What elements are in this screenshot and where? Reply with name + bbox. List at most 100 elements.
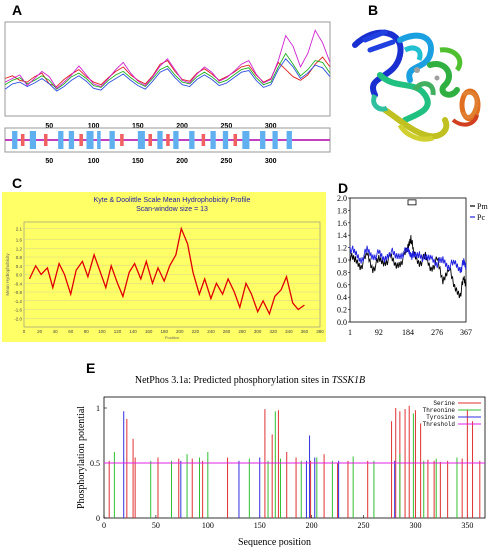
helix-segment [29, 131, 36, 149]
x-tick-label: 0 [23, 329, 26, 334]
series-line-2 [4, 58, 331, 92]
helix-segment [242, 131, 250, 149]
y-tick-label: 2.0 [337, 194, 347, 203]
chart-title: Kyte & Doolittle Scale Mean Hydrophobici… [94, 197, 251, 204]
strand-segment [166, 134, 170, 146]
y-tick-label: 1.2 [16, 246, 23, 251]
y-tick-label: 1.2 [337, 244, 347, 253]
plot-background [2, 192, 326, 342]
y-tick-label: 1.4 [337, 231, 347, 240]
track-tick-label: 200 [176, 158, 188, 165]
legend-label-pm: Pm [477, 202, 488, 211]
x-tick-label: 100 [202, 521, 214, 530]
y-tick-label: 0.5 [90, 459, 100, 468]
x-axis-label: Sequence position [238, 537, 311, 547]
x-tick-label: 50 [45, 123, 53, 130]
panel-label-c: C [12, 175, 23, 191]
x-tick-label: 276 [431, 328, 443, 337]
y-tick-label: 1.6 [337, 219, 347, 228]
y-tick-label: 1.0 [337, 256, 347, 265]
x-tick-label: 200 [306, 521, 318, 530]
x-tick-label: 250 [358, 521, 370, 530]
x-tick-label: 300 [409, 521, 421, 530]
x-tick-label: 380 [316, 329, 324, 334]
legend-label-threshold: Threshold [423, 421, 456, 428]
x-tick-label: 160 [145, 329, 153, 334]
y-tick-label: -0.4 [14, 281, 22, 286]
series-line-3 [4, 29, 331, 89]
x-tick-label: 120 [114, 329, 122, 334]
y-tick-label: 1.6 [16, 238, 23, 243]
helix-segment [12, 131, 18, 149]
x-tick-label: 350 [461, 521, 473, 530]
panel-label-d: D [338, 180, 349, 196]
hydrophobicity-line [28, 226, 305, 316]
y-tick-label: 0.4 [16, 264, 23, 269]
x-tick-label: 150 [132, 123, 144, 130]
y-tick-label: 0 [96, 514, 100, 523]
track-tick-label: 100 [88, 158, 100, 165]
panel-label-e: E [86, 360, 96, 376]
x-tick-label: 180 [160, 329, 168, 334]
helix-segment [97, 131, 101, 149]
x-tick-label: 240 [207, 329, 215, 334]
series-line-1 [4, 52, 331, 90]
x-tick-label: 1 [348, 328, 352, 337]
protein-ribbon [352, 29, 481, 142]
y-tick-label: -0.8 [14, 290, 22, 295]
y-tick-label: 0.8 [16, 255, 23, 260]
helix-segment [58, 131, 64, 149]
x-tick-label: 300 [254, 329, 262, 334]
y-tick-label: 0.8 [337, 268, 347, 277]
x-tick-label: 40 [53, 329, 59, 334]
x-tick-label: 360 [301, 329, 309, 334]
helix-segment [137, 131, 145, 149]
region-marker-box [407, 199, 417, 206]
y-axis-label: Phosphorylation potential [76, 406, 87, 509]
x-tick-label: 80 [84, 329, 90, 334]
x-tick-label: 260 [223, 329, 231, 334]
panel-c-hydrophobicity-profile: Kyte & Doolittle Scale Mean Hydrophobici… [2, 192, 326, 342]
x-tick-label: 200 [176, 329, 184, 334]
plot-frame [349, 197, 467, 323]
track-tick-label: 300 [265, 158, 277, 165]
panel-label-b: B [368, 2, 379, 18]
track-tick-label: 50 [45, 158, 53, 165]
y-tick-label: -2.0 [14, 316, 22, 321]
chart-title: NetPhos 3.1a: Predicted phosphorylation … [135, 375, 365, 386]
series-line-pm [349, 235, 467, 299]
y-tick-label: 2.1 [16, 227, 23, 232]
helix-segment [173, 131, 179, 149]
strand-segment [148, 134, 153, 146]
track-tick-label: 250 [221, 158, 233, 165]
y-tick-label: 0.4 [337, 293, 347, 302]
helix-segment [86, 131, 94, 149]
x-tick-label: 367 [460, 328, 472, 337]
strand-segment [233, 134, 238, 146]
x-tick-label: 50 [152, 521, 160, 530]
helix-segment [210, 131, 216, 149]
panel-a-conservation-plot: 50 100 150 200 250 300 50 100 150 200 250 300 [4, 21, 331, 165]
y-tick-label: 0.6 [337, 281, 347, 290]
strand-segment [201, 134, 206, 146]
y-tick-label: -1.6 [14, 308, 22, 313]
x-tick-label: 184 [402, 328, 414, 337]
x-tick-label: 250 [221, 123, 233, 130]
legend-label-serine: Serine [433, 400, 455, 407]
legend-label-pc: Pc [477, 213, 485, 222]
x-tick-label: 220 [192, 329, 200, 334]
chart-title-main: NetPhos 3.1a: Predicted phosphorylation … [135, 375, 332, 386]
panel-b-protein-structure [352, 29, 481, 142]
helix-segment [272, 131, 278, 149]
x-tick-label: 280 [238, 329, 246, 334]
helix-segment [260, 131, 266, 149]
helix-segment [286, 131, 292, 149]
panel-d-comparison-plot: 0.0 0.2 0.4 0.6 0.8 1.0 1.2 1.4 1.6 1.8 2.0 1 92 184 2… [337, 194, 488, 337]
x-tick-label: 140 [129, 329, 137, 334]
x-tick-label: 320 [270, 329, 278, 334]
helix-segment [157, 131, 163, 149]
legend-label-threonine: Threonine [423, 407, 456, 414]
x-tick-label: 150 [254, 521, 266, 530]
x-tick-label: 20 [37, 329, 43, 334]
x-tick-label: 60 [68, 329, 74, 334]
